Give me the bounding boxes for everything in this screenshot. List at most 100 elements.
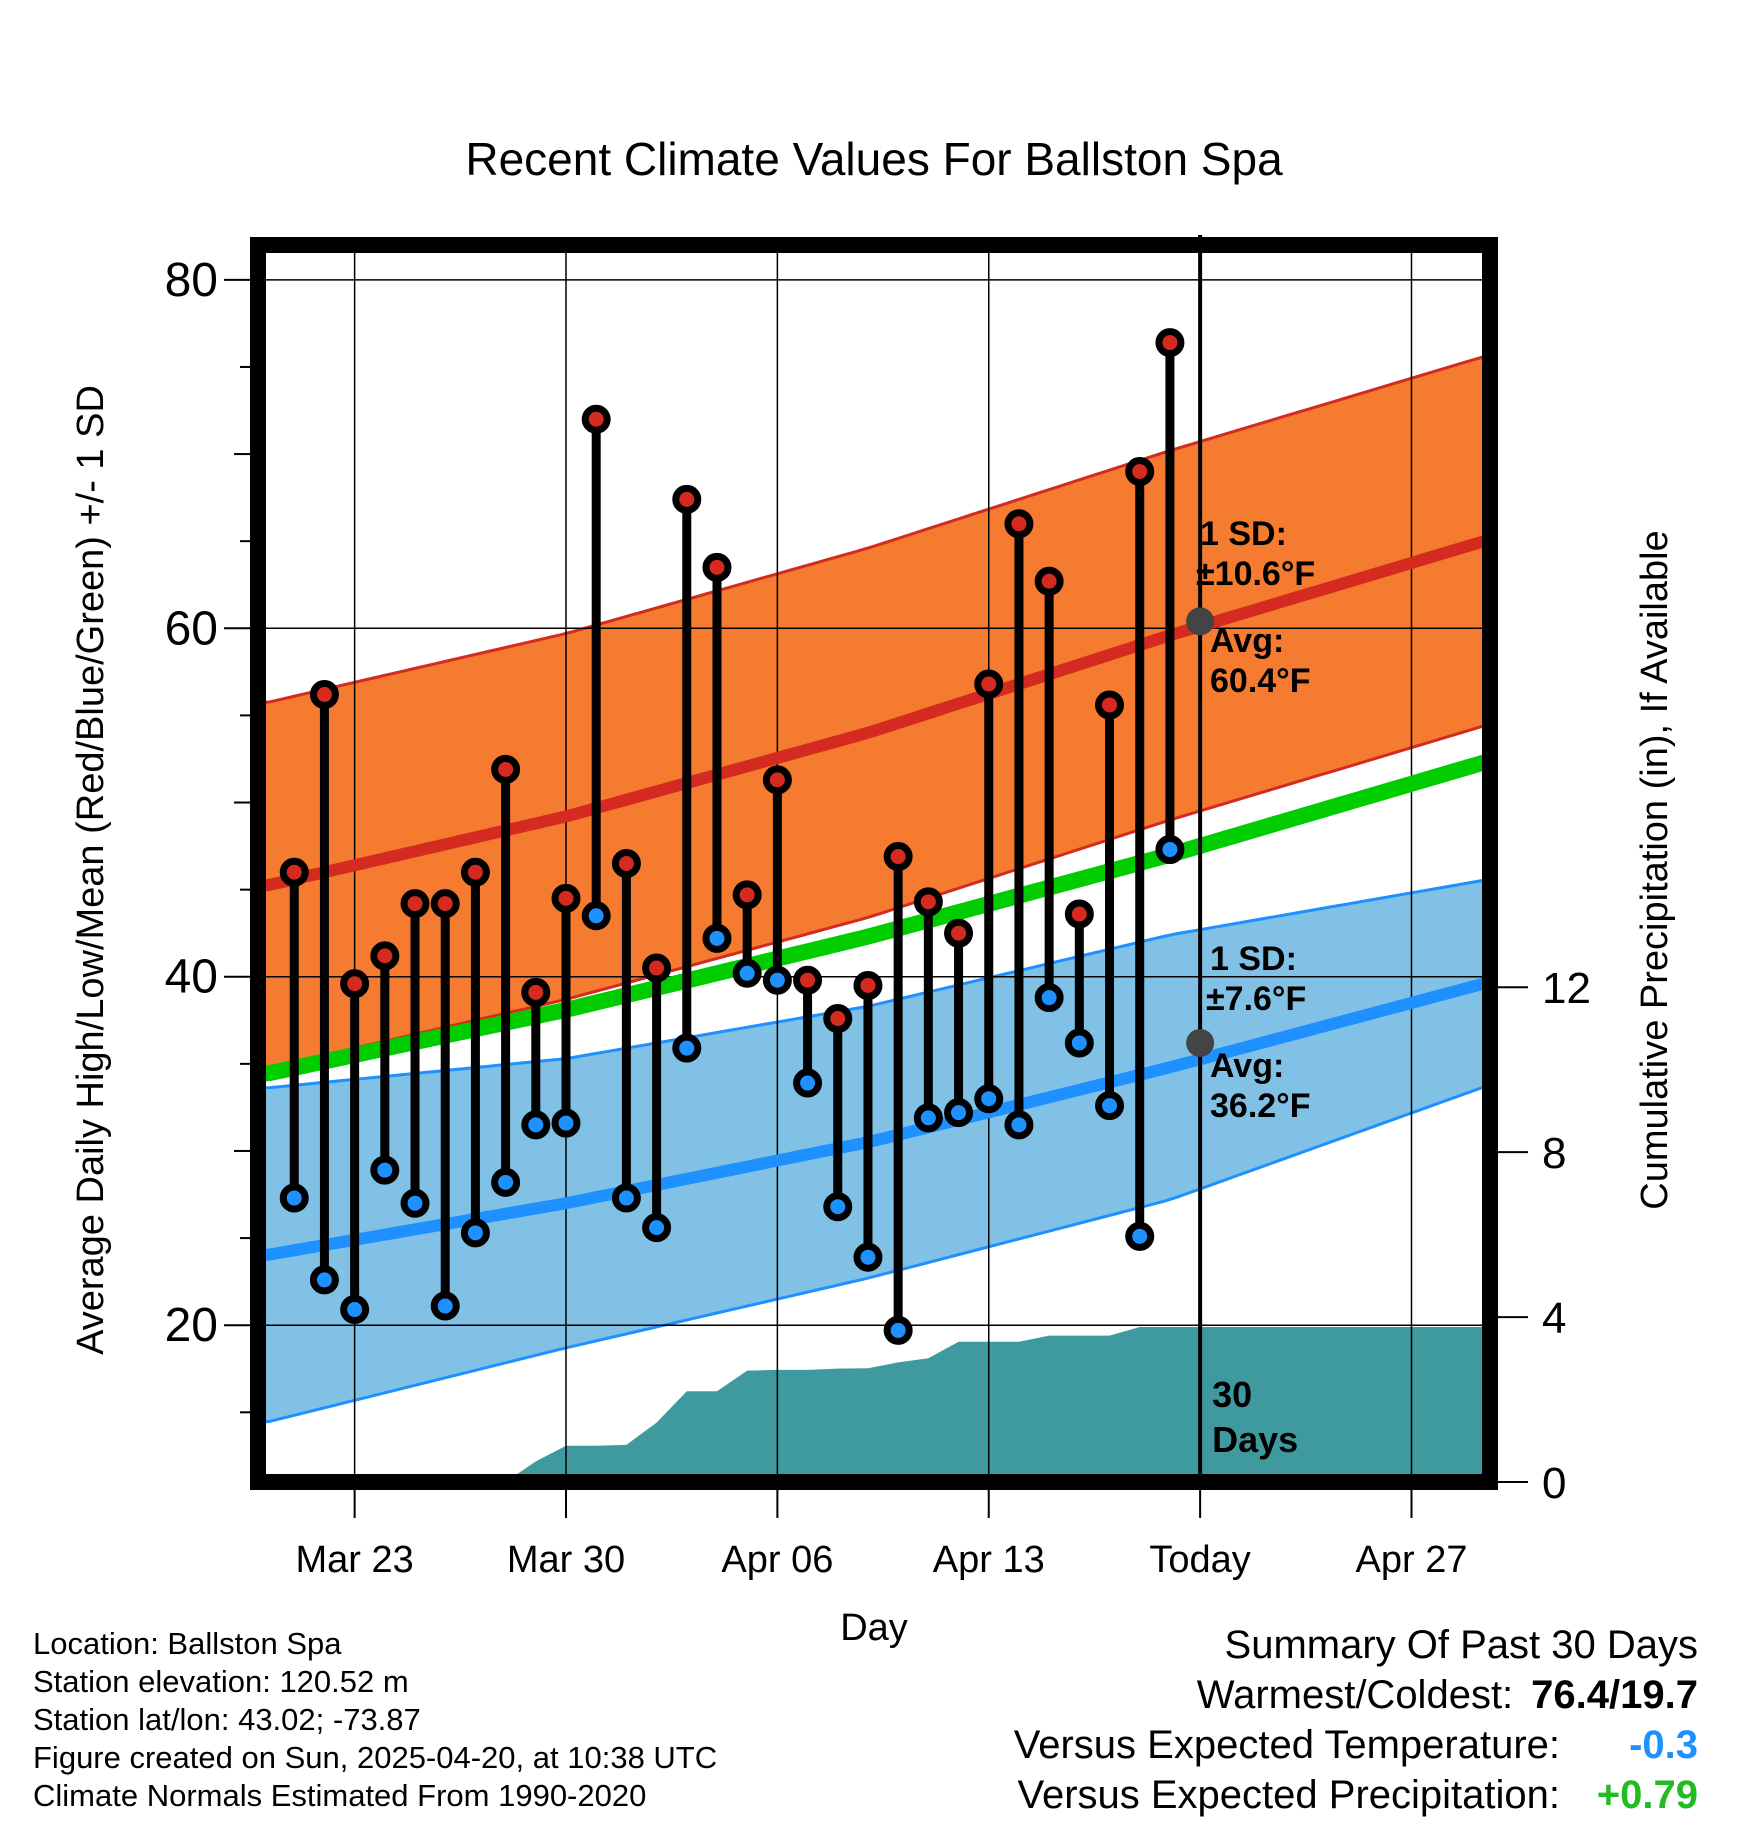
normal-mean-line: [257, 753, 1493, 1083]
x-tick-label: Apr 13: [933, 1539, 1045, 1581]
normal-high-line: [257, 533, 1492, 893]
daily-high-point: [581, 404, 611, 434]
summary-panel: Summary Of Past 30 Days Warmest/Coldest:…: [1014, 1620, 1698, 1820]
daily-high-point: [611, 849, 641, 878]
station-info: Location: Ballston Spa Station elevation…: [33, 1625, 717, 1815]
daily-high-point: [521, 977, 551, 1007]
daily-low-point: [1155, 835, 1185, 865]
y-tick-label: 80: [165, 254, 218, 307]
x-tick-label: Mar 30: [507, 1539, 625, 1581]
daily-high-point: [460, 857, 490, 887]
daily-low-point: [1095, 1091, 1125, 1121]
plot-border: [250, 237, 1498, 1490]
y2-axis-label: Cumulative Precipitation (in), If Availa…: [1634, 530, 1676, 1209]
daily-high-low-bars: [279, 328, 1185, 1345]
station-elevation: Station elevation: 120.52 m: [33, 1664, 409, 1699]
daily-low-point: [370, 1155, 400, 1185]
daily-low-point: [521, 1110, 551, 1140]
daily-high-point: [853, 970, 883, 1000]
figure-created: Figure created on Sun, 2025-04-20, at 10…: [33, 1740, 718, 1775]
station-location: Location: Ballston Spa: [33, 1626, 342, 1661]
daily-low-point: [1125, 1221, 1155, 1251]
daily-high-point: [279, 857, 309, 887]
daily-low-point: [883, 1315, 913, 1345]
daily-low-point: [974, 1084, 1004, 1114]
y-tick-label: 40: [165, 951, 218, 1004]
daily-high-point: [702, 552, 732, 582]
daily-high-point: [762, 765, 792, 795]
y-tick-label: 60: [165, 602, 218, 655]
station-latlon: Station lat/lon: 43.02; -73.87: [33, 1702, 421, 1737]
x-tick-label: Mar 23: [295, 1539, 413, 1581]
daily-high-point: [491, 754, 521, 784]
daily-high-point: [1004, 509, 1034, 539]
daily-high-point: [913, 887, 943, 917]
daily-low-point: [551, 1108, 581, 1138]
daily-low-point: [853, 1242, 883, 1272]
y-tick-label: 20: [165, 1299, 218, 1352]
daily-low-point: [279, 1183, 309, 1213]
today-window-label-line1: 30: [1212, 1374, 1252, 1415]
daily-low-point: [702, 923, 732, 953]
low-band-upper-edge: [257, 877, 1491, 1090]
daily-high-point: [1034, 566, 1064, 596]
daily-low-point: [823, 1192, 853, 1222]
precip-area: [505, 1326, 1490, 1482]
daily-high-point: [1064, 899, 1094, 929]
summary-precip-label: Versus Expected Precipitation:: [1017, 1773, 1560, 1817]
today-annotations: 1 SD: ±10.6°F Avg: 60.4°F 1 SD: ±7.6°F A…: [1186, 515, 1315, 1125]
daily-high-point: [309, 680, 339, 710]
normal-low-line: [257, 976, 1492, 1262]
high-avg-value: 60.4°F: [1210, 662, 1311, 700]
daily-high-point: [1095, 690, 1125, 720]
daily-low-point: [1034, 983, 1064, 1013]
summary-temp-value: -0.3: [1629, 1723, 1698, 1767]
high-sd-label: 1 SD:: [1200, 515, 1287, 553]
low-sd-label: 1 SD:: [1210, 940, 1297, 978]
daily-high-point: [732, 880, 762, 910]
daily-low-point: [611, 1183, 641, 1213]
daily-low-point: [581, 901, 611, 931]
y2-tick-label: 0: [1542, 1459, 1566, 1508]
daily-high-point: [340, 969, 370, 999]
daily-high-point: [551, 883, 581, 913]
x-tick-label: Apr 27: [1356, 1539, 1468, 1581]
daily-high-point: [883, 842, 913, 872]
daily-low-point: [400, 1188, 430, 1218]
daily-low-point: [762, 965, 792, 995]
daily-high-point: [370, 941, 400, 971]
axes: 20 40 60 80 0 4 8 12 Mar 23 Mar 30 Apr 06 Apr 13 Tod…: [165, 254, 1591, 1581]
summary-warm-cold-value: 76.4/19.7: [1531, 1673, 1698, 1717]
y-axis-label: Average Daily High/Low/Mean (Red/Blue/Gr…: [70, 385, 112, 1355]
summary-precip-row: Versus Expected Precipitation: +0.79: [1014, 1770, 1698, 1820]
daily-low-point: [491, 1167, 521, 1197]
summary-warm-cold-row: Warmest/Coldest: 76.4/19.7: [1014, 1670, 1698, 1720]
today-high-normal-marker: [1186, 607, 1215, 636]
daily-high-point: [944, 918, 974, 948]
daily-high-point: [672, 484, 702, 514]
y2-tick-label: 12: [1542, 964, 1591, 1013]
today-low-normal-marker: [1186, 1028, 1215, 1057]
low-avg-value: 36.2°F: [1210, 1087, 1311, 1125]
plot-frame: [250, 237, 1498, 1490]
daily-high-point: [974, 669, 1004, 699]
x-tick-label: Today: [1149, 1539, 1250, 1581]
summary-temp-row: Versus Expected Temperature: -0.3: [1014, 1720, 1698, 1770]
normals-period: Climate Normals Estimated From 1990-2020: [33, 1778, 647, 1813]
y2-tick-label: 4: [1542, 1294, 1566, 1343]
daily-low-point: [793, 1068, 823, 1098]
daily-high-point: [430, 889, 460, 919]
daily-low-point: [340, 1295, 370, 1325]
daily-low-point: [642, 1213, 672, 1243]
daily-low-point: [309, 1265, 339, 1295]
low-band-lower-edge: [257, 1083, 1491, 1425]
y2-tick-label: 8: [1542, 1129, 1566, 1178]
summary-warm-cold-label: Warmest/Coldest:: [1196, 1673, 1514, 1717]
chart-title: Recent Climate Values For Ballston Spa: [465, 133, 1283, 185]
high-band-upper-edge: [257, 353, 1491, 705]
daily-low-point: [913, 1103, 943, 1133]
precipitation-area: [505, 1326, 1490, 1482]
low-sd-value: ±7.6°F: [1206, 980, 1306, 1018]
